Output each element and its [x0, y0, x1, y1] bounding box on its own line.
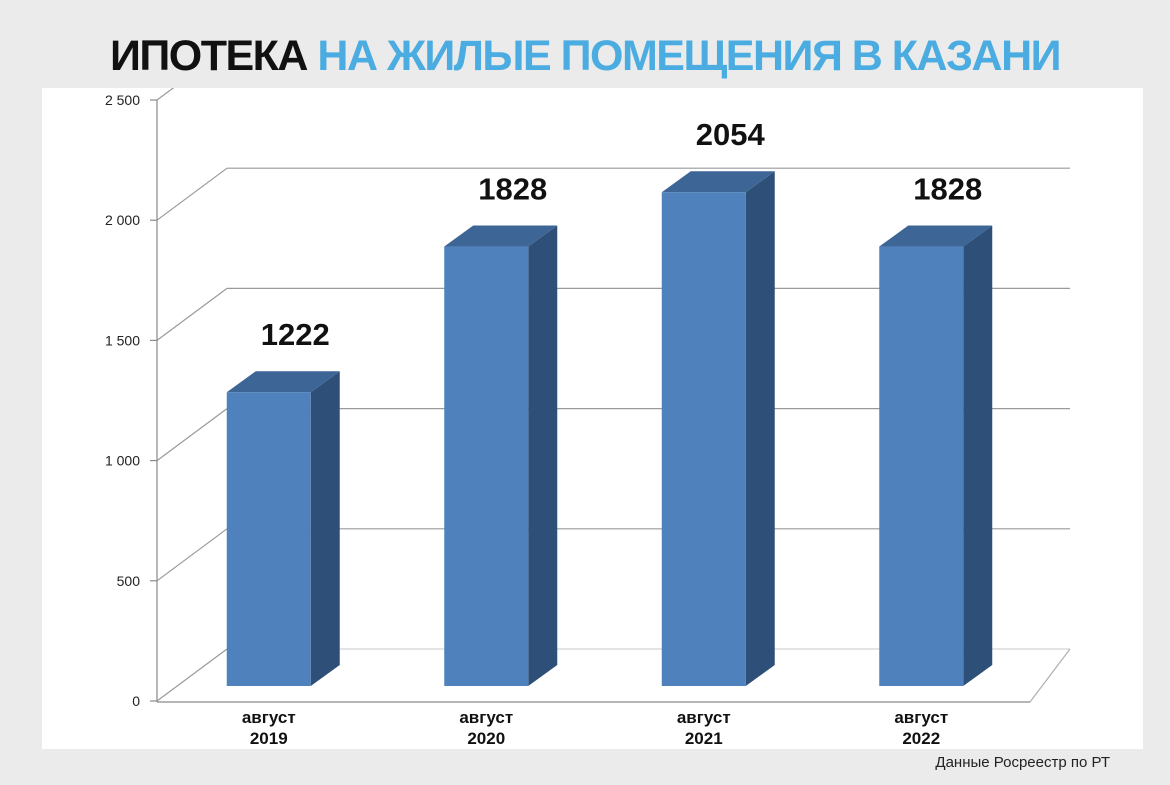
bar-top-face [444, 225, 558, 247]
bar-side-face [528, 225, 558, 686]
title-part-dark: ИПОТЕКА [109, 32, 309, 80]
bar [444, 246, 529, 686]
chart-panel: 0 500 1 000 1 500 2 000 2 500 1222 август 2019 18… [42, 88, 1143, 749]
x-tick-label: 2021 [685, 729, 723, 748]
x-tick-label: 2019 [250, 729, 288, 748]
bar [661, 192, 746, 687]
page-title: ИПОТЕКА НА ЖИЛЫЕ ПОМЕЩЕНИЯ В КАЗАНИ [0, 26, 1170, 86]
x-tick-label: 2022 [902, 729, 940, 748]
bar [226, 392, 311, 686]
gridline-diagonal [156, 528, 228, 582]
data-label: 1222 [261, 317, 330, 352]
data-label: 1828 [478, 172, 547, 207]
x-tick-label: август [242, 708, 296, 727]
x-tick-label: август [677, 708, 731, 727]
bar-top-face [879, 225, 993, 247]
y-tick-label: 500 [117, 573, 141, 589]
gridline-diagonal [156, 648, 228, 702]
bar-side-face [963, 225, 993, 686]
bar-side-face [310, 371, 340, 686]
gridline-diagonal [156, 167, 228, 221]
y-tick-label: 2 500 [105, 92, 140, 108]
y-tick-label: 2 000 [105, 212, 140, 228]
bar-side-face [745, 171, 775, 687]
y-tick-label: 0 [132, 693, 140, 709]
bar-chart: 0 500 1 000 1 500 2 000 2 500 1222 август 2019 18… [105, 88, 1071, 748]
y-tick-label: 1 500 [105, 332, 140, 348]
source-note: Данные Росреестр по РТ [935, 754, 1110, 771]
bar [879, 246, 964, 686]
title-part-accent: НА ЖИЛЫЕ ПОМЕЩЕНИЯ В КАЗАНИ [317, 32, 1061, 80]
data-label: 2054 [696, 117, 766, 152]
y-tick-label: 1 000 [105, 453, 140, 469]
x-tick-label: август [459, 708, 513, 727]
data-label: 1828 [913, 172, 982, 207]
x-tick-label: 2020 [467, 729, 505, 748]
gridline-diagonal [156, 88, 175, 101]
gridline-diagonal [156, 287, 228, 341]
bar-top-face [226, 371, 340, 393]
gridline-diagonal [156, 408, 228, 462]
floor-right-edge [1029, 648, 1071, 703]
x-tick-label: август [894, 708, 948, 727]
bar-top-face [661, 171, 775, 193]
